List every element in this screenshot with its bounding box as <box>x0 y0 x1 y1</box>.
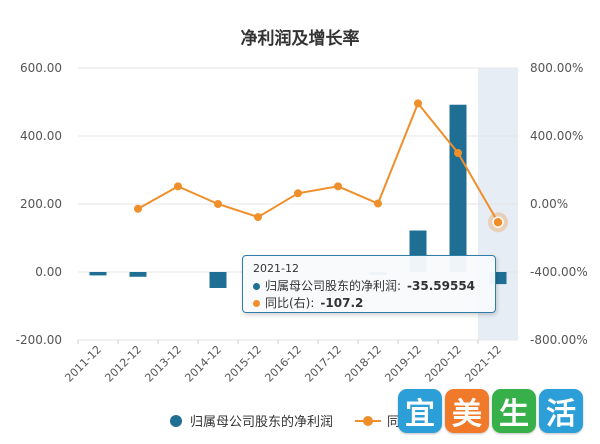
line-point <box>254 213 262 222</box>
x-tick-label: 2016-12 <box>262 343 304 385</box>
bar <box>449 104 467 272</box>
y-right-tick-label: 400.00% <box>530 129 583 143</box>
x-tick-label: 2019-12 <box>382 343 424 385</box>
line-point <box>334 182 342 191</box>
line-point <box>294 189 302 198</box>
tooltip-row1-label: 归属母公司股东的净利润: <box>265 279 402 293</box>
line-point <box>134 204 142 213</box>
x-tick-label: 2013-12 <box>142 343 184 385</box>
line-point <box>414 99 422 108</box>
bar <box>89 272 107 276</box>
bar-series-dot-icon <box>253 283 260 290</box>
x-axis: 2011-122012-122013-122014-122015-122016-… <box>62 340 504 385</box>
tooltip-row-profit: 归属母公司股东的净利润: -35.59554 <box>253 278 485 295</box>
tooltip-row2-label: 同比(右): <box>265 296 315 310</box>
x-tick-label: 2018-12 <box>342 343 384 385</box>
line-series[interactable] <box>134 99 508 233</box>
y-axis-right: 800.00% 400.00% 0.00% -400.00% -800.00% <box>530 61 588 347</box>
x-tick-label: 2011-12 <box>62 343 104 385</box>
line-point <box>374 199 382 208</box>
y-right-tick-label: -800.00% <box>530 333 588 347</box>
x-tick-label: 2014-12 <box>182 343 224 385</box>
y-right-tick-label: 0.00% <box>530 197 568 211</box>
y-left-tick-label: 400.00 <box>20 129 62 143</box>
legend-line-icon[interactable] <box>355 415 382 427</box>
legend: 归属母公司股东的净利润 同 <box>170 411 400 430</box>
line-point <box>214 200 222 208</box>
y-left-tick-label: 600.00 <box>20 61 62 75</box>
watermark-logo: 宜 美 生 活 <box>398 389 583 433</box>
x-tick-label: 2015-12 <box>222 343 264 385</box>
legend-line-label[interactable]: 同 <box>387 415 401 430</box>
watermark-char: 生 <box>492 389 536 433</box>
tooltip-row1-value: -35.59554 <box>407 279 476 293</box>
bar <box>209 272 227 288</box>
y-left-tick-label: 0.00 <box>35 265 62 279</box>
y-left-tick-label: 200.00 <box>20 197 62 211</box>
y-right-tick-label: -400.00% <box>530 265 588 279</box>
line-point <box>454 149 462 157</box>
line-point <box>492 216 504 228</box>
y-axis-left: 600.00 400.00 200.00 0.00 -200.00 <box>16 61 62 347</box>
line-series-dot-icon <box>253 300 260 307</box>
chart-title: 净利润及增长率 <box>241 28 360 49</box>
tooltip: 2021-12 归属母公司股东的净利润: -35.59554 同比(右): -1… <box>242 255 496 313</box>
tooltip-row-yoy: 同比(右): -107.2 <box>253 295 485 312</box>
watermark-char: 美 <box>445 389 489 433</box>
tooltip-row2-value: -107.2 <box>320 296 364 310</box>
tooltip-date: 2021-12 <box>253 262 299 275</box>
watermark-char: 宜 <box>398 389 442 433</box>
y-left-tick-label: -200.00 <box>16 333 62 347</box>
y-right-tick-label: 800.00% <box>530 61 583 75</box>
x-tick-label: 2017-12 <box>302 343 344 385</box>
legend-bar-label[interactable]: 归属母公司股东的净利润 <box>190 415 334 430</box>
x-tick-label: 2020-12 <box>422 343 464 385</box>
line-path <box>137 101 499 223</box>
x-tick-label: 2021-12 <box>462 343 504 385</box>
line-point <box>174 182 182 191</box>
legend-bar-icon[interactable] <box>170 414 182 427</box>
watermark-char: 活 <box>539 389 583 433</box>
x-tick-label: 2012-12 <box>102 343 144 385</box>
bar <box>129 272 147 277</box>
